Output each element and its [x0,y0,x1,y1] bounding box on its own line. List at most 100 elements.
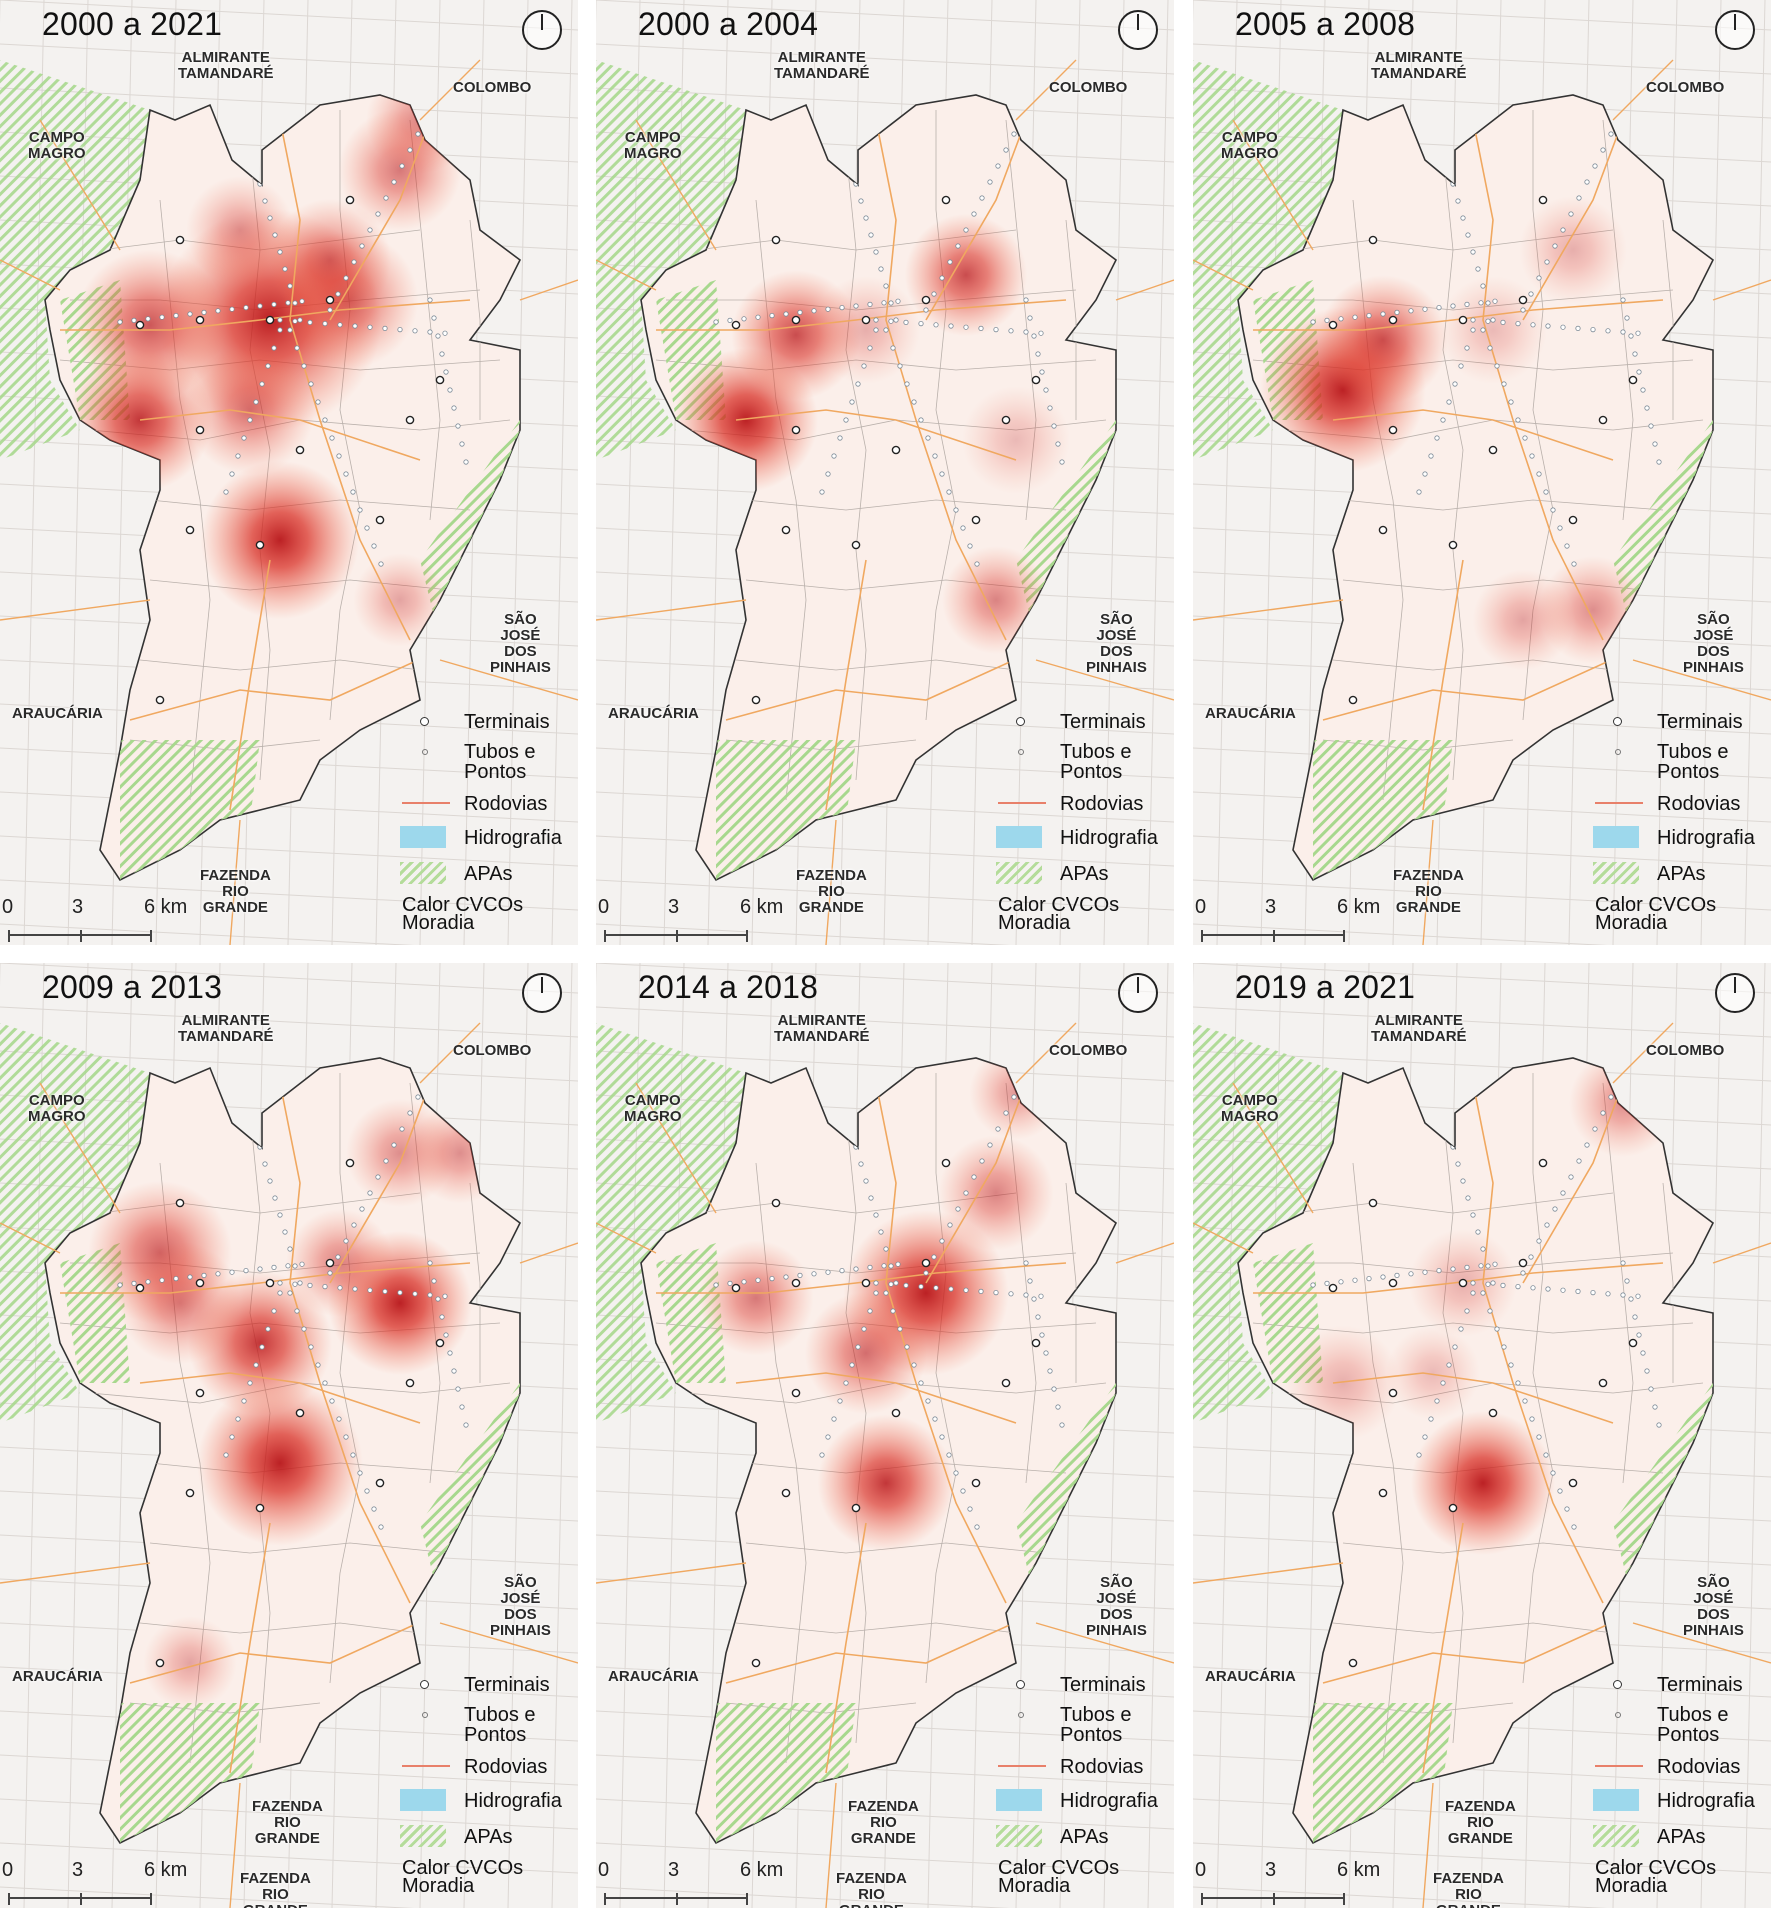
map-panel-4: 2009 a 2013 ALMIRANTE TAMANDARÉ COLOMBO C… [0,963,578,1908]
legend-tubos: Tubos e Pontos [400,740,578,784]
label-campo-magro: CAMPO MAGRO [624,129,682,162]
terminal-marker [1568,1478,1578,1488]
terminal-marker [861,1278,871,1288]
legend-rodovias: Rodovias [996,1755,1174,1785]
panel-title: 2014 a 2018 [638,969,819,1005]
terminal-marker [861,315,871,325]
road-line-icon [400,792,450,816]
heat-spot [1318,275,1448,405]
terminal-marker [1031,375,1041,385]
panel-title: 2009 a 2013 [42,969,223,1005]
terminal-marker [405,415,415,425]
terminal-marker [771,235,781,245]
terminal-marker [435,1338,445,1348]
legend-hidrografia: Hidrografia [996,1789,1174,1819]
terminal-marker [255,1503,265,1513]
regional-roads [1193,59,1771,945]
terminal-marker [435,375,445,385]
legend-rodovias: Rodovias [400,1755,578,1785]
rodovias-lines [1253,119,1664,811]
label-colombo: COLOMBO [1049,1042,1128,1059]
legend-calor: Calor CVCOs Moradia [402,1857,524,1897]
heat-spot [817,1414,955,1552]
terminal-marker [751,1658,761,1668]
water-swatch-icon [996,1789,1042,1811]
regional-roads [0,1022,578,1908]
panel-title: 2019 a 2021 [1235,969,1416,1005]
legend-rodovias: Rodovias [400,792,578,822]
terminal-marker [375,515,385,525]
legend-apas: APAs [996,862,1174,892]
label-fazenda-rio-grande: FAZENDA RIO GRANDE [796,867,867,916]
terminal-marker [1388,425,1398,435]
label-colombo: COLOMBO [453,79,532,96]
legend-hidrografia: Hidrografia [400,1789,578,1819]
map-panel-1: 2000 a 2021 ALMIRANTE TAMANDARÉ COLOMBO C… [0,0,578,945]
tubos-pontos [117,1094,469,1530]
terminal-marker [791,1278,801,1288]
scale-label-mid: 3 [668,896,680,918]
scale-bar [8,930,152,942]
rodovias-lines [656,119,1067,811]
terminal-marker [1538,195,1548,205]
map-canvas [1193,0,1771,945]
heat-spot [200,460,360,620]
terminal-marker [941,195,951,205]
scale-bar [604,1893,748,1905]
scale-label-end: 6 km [144,896,188,918]
label-campo-magro: CAMPO MAGRO [1221,129,1279,162]
map-canvas [596,0,1174,945]
terminal-marker [345,195,355,205]
apa-zone-west [0,1023,150,1423]
heat-spot [186,176,294,284]
terminal-marker [195,1388,205,1398]
apa-zones [1253,1243,1713,1843]
terminal-marker [851,1503,861,1513]
stop-icon [996,740,1046,764]
label-sao-jose-dos-pinhais: SÃO JOSÉ DOS PINHAIS [490,611,551,676]
terminal-marker [971,515,981,525]
regional-roads [596,59,1174,945]
terminal-marker [781,1488,791,1498]
legend-rodovias: Rodovias [1593,792,1771,822]
panel-title: 2005 a 2008 [1235,6,1416,42]
label-fazenda-rio-grande: FAZENDA RIO GRANDE [1445,1798,1516,1847]
water-swatch-icon [996,826,1042,848]
terminal-marker [185,1488,195,1498]
water-swatch-icon [1593,826,1639,848]
scale-label-mid: 3 [72,896,84,918]
terminal-marker [195,425,205,435]
terminal-icon [996,710,1046,734]
rodovias-lines [1253,1082,1664,1774]
terminal-icon [1593,710,1643,734]
label-almirante-tamandare: ALMIRANTE TAMANDARÉ [774,49,870,82]
legend-apas: APAs [996,1825,1174,1855]
scale-label-zero: 0 [598,896,610,918]
legend-tubos: Tubos e Pontos [1593,740,1771,784]
apa-zone-west [596,60,746,460]
label-sao-jose-dos-pinhais: SÃO JOSÉ DOS PINHAIS [1086,611,1147,676]
terminal-marker [135,320,145,330]
regional-roads [1193,1022,1771,1908]
scale-label-zero: 0 [1195,1859,1207,1881]
tubos-pontos [713,1094,1065,1530]
terminal-marker [781,525,791,535]
label-colombo: COLOMBO [1646,79,1725,96]
map-panel-6: 2019 a 2021 ALMIRANTE TAMANDARÉ COLOMBO C… [1193,963,1771,1908]
road-line-icon [1593,792,1643,816]
terminal-marker [1518,1258,1528,1268]
scale-label-end: 6 km [144,1859,188,1881]
terminal-marker [1348,1658,1358,1668]
heat-layer [674,213,1070,654]
scale-label-zero: 0 [598,1859,610,1881]
terminal-marker [1628,1338,1638,1348]
scale-bar [8,1893,152,1905]
heat-layer [88,1099,511,1710]
label-sao-jose-dos-pinhais: SÃO JOSÉ DOS PINHAIS [1683,1574,1744,1639]
terminal-marker [1458,315,1468,325]
terminal-icon [996,1673,1046,1697]
legend-calor: Calor CVCOs Moradia [1595,1857,1717,1897]
terminal-marker [265,315,275,325]
legend-calor: Calor CVCOs Moradia [1595,894,1717,934]
